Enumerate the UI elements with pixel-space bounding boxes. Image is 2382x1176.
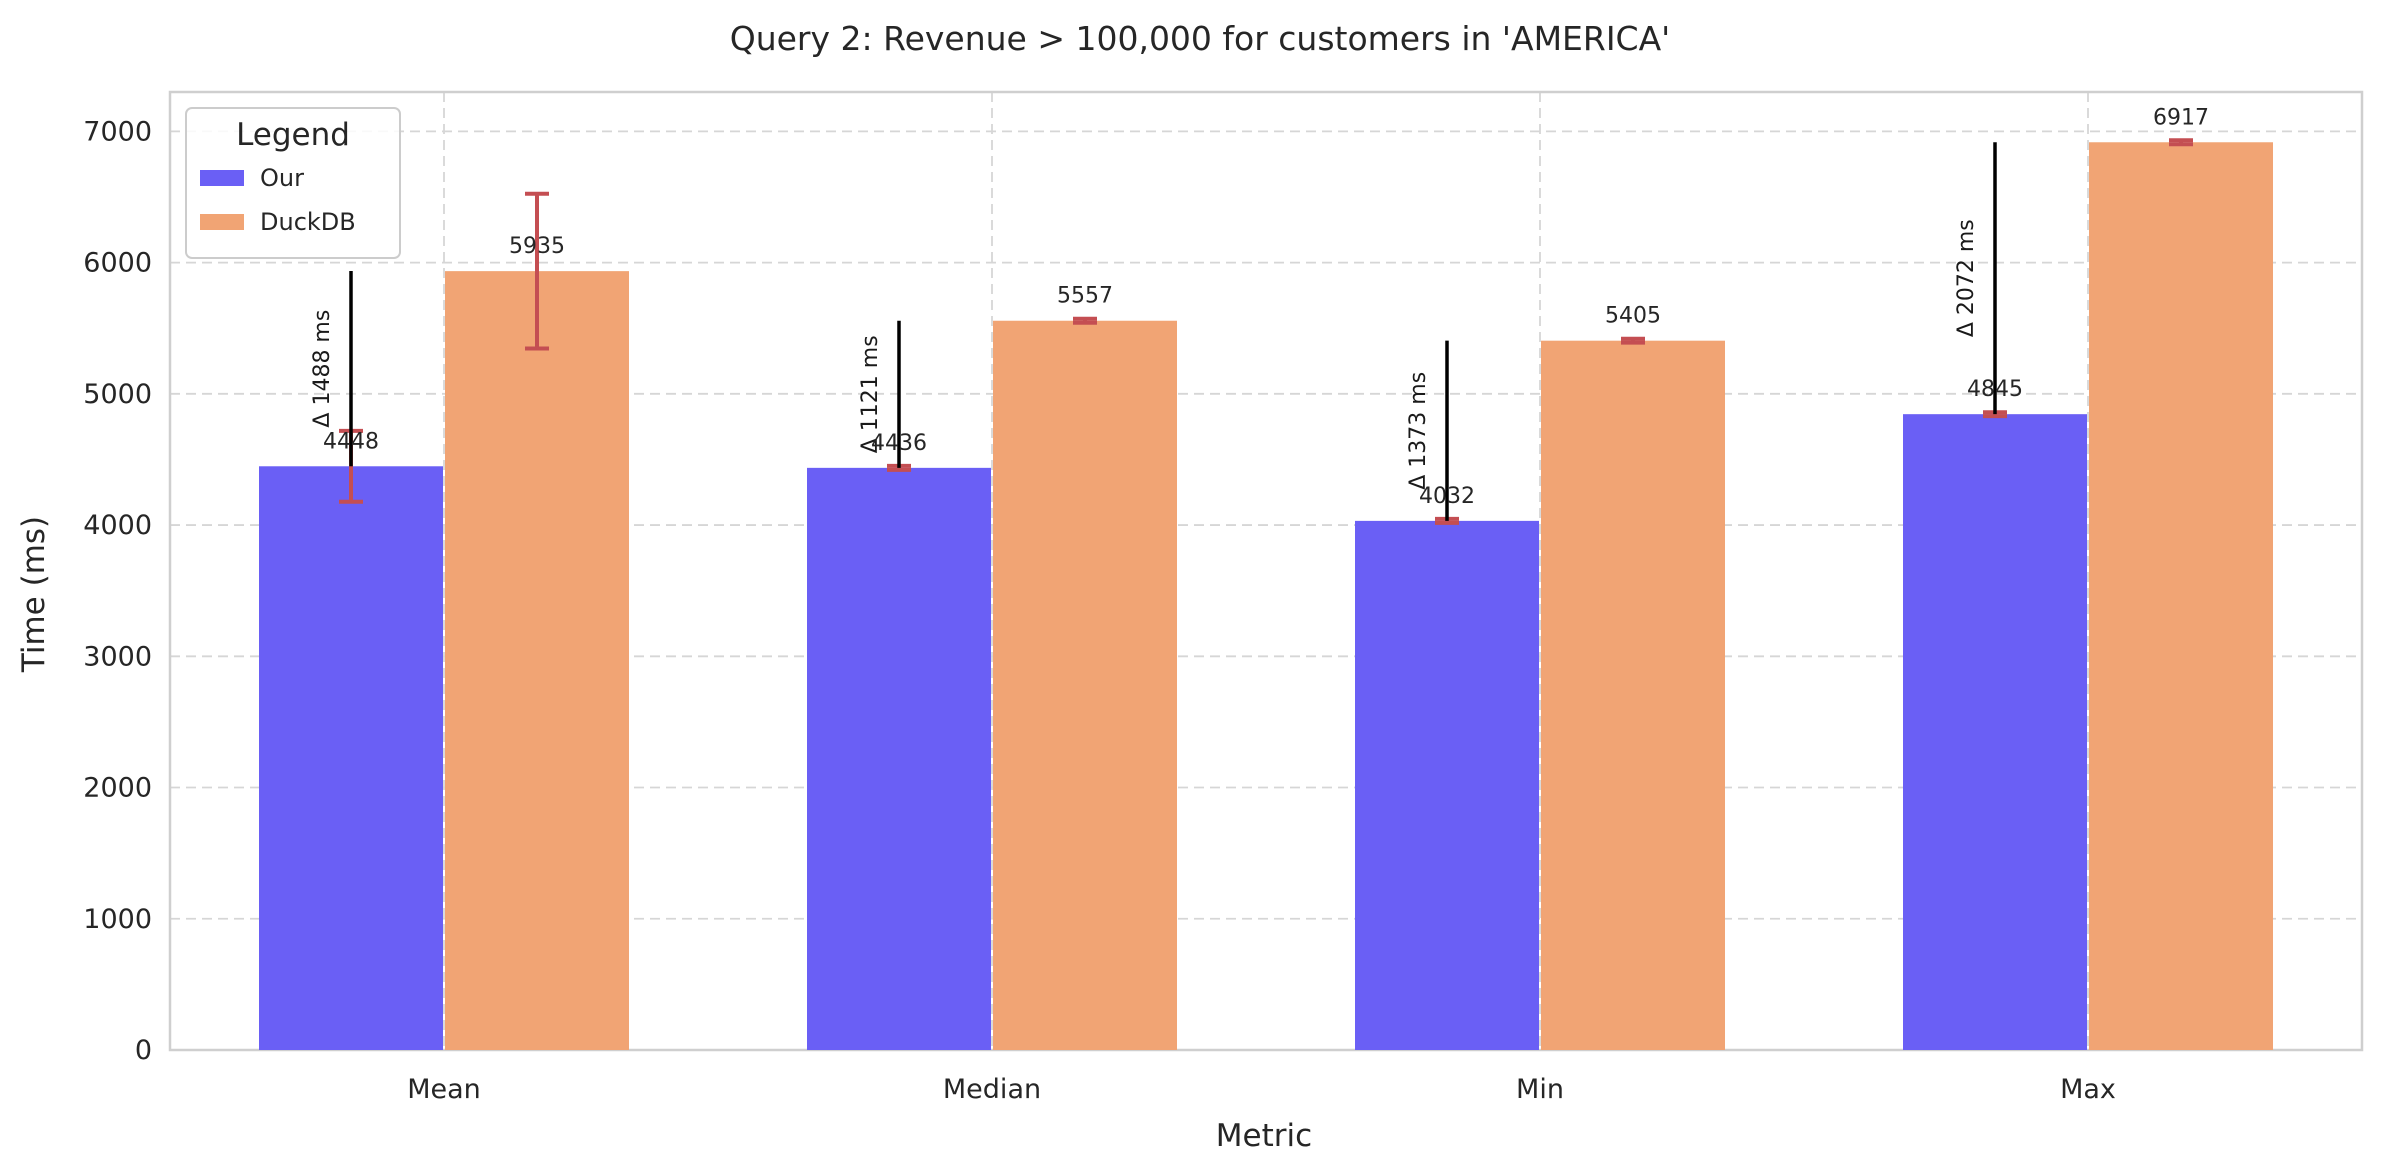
data-label: 6917 <box>2153 105 2209 130</box>
y-tick-label: 5000 <box>83 379 152 410</box>
data-label: 4845 <box>1967 377 2023 402</box>
x-tick-label: Max <box>2060 1074 2116 1105</box>
error-bar <box>525 191 549 351</box>
error-bar <box>1621 336 1645 345</box>
error-bar <box>1073 316 1097 325</box>
chart-title: Query 2: Revenue > 100,000 for customers… <box>730 19 1671 58</box>
y-tick-label: 2000 <box>83 773 152 804</box>
data-label: 4436 <box>871 431 927 456</box>
bar-our-median <box>807 467 991 1050</box>
y-tick-label: 7000 <box>83 116 152 147</box>
data-label: 5405 <box>1605 304 1661 329</box>
delta-label: Δ 1121 ms <box>858 335 883 453</box>
delta-label: Δ 1373 ms <box>1406 372 1431 490</box>
delta-label: Δ 2072 ms <box>1954 219 1979 337</box>
x-axis-ticks: Mean Median Min Max <box>407 1074 2116 1105</box>
plot-frame <box>168 90 2364 1052</box>
bar-our-mean <box>259 466 443 1051</box>
legend-swatch <box>200 214 244 230</box>
legend: Legend Our DuckDB <box>185 107 401 259</box>
plot-border <box>168 90 2364 1052</box>
data-label: 4448 <box>323 429 379 454</box>
x-tick-label: Median <box>943 1074 1041 1105</box>
data-label: 5935 <box>509 234 565 259</box>
y-tick-label: 1000 <box>83 904 152 935</box>
x-tick-label: Min <box>1516 1074 1564 1105</box>
delta-label: Δ 1488 ms <box>310 310 335 428</box>
value-labels: 4448 4436 4032 4845 5935 5557 5405 6917 <box>323 105 2209 509</box>
legend-entry: DuckDB <box>260 208 356 236</box>
bar-duckdb-median <box>993 320 1177 1050</box>
delta-annotations: Δ 1488 ms Δ 1121 ms Δ 1373 ms Δ 2072 ms <box>310 142 1997 521</box>
bar-our-min <box>1355 520 1539 1050</box>
bar-duckdb-min <box>1541 340 1725 1051</box>
y-tick-label: 3000 <box>83 641 152 672</box>
x-axis-label: Metric <box>1216 1118 1312 1154</box>
bar-our-max <box>1903 414 2087 1050</box>
y-axis-ticks: 0 1000 2000 3000 4000 5000 6000 7000 <box>83 116 152 1066</box>
error-bar <box>2169 138 2193 147</box>
data-label: 5557 <box>1057 284 1113 309</box>
legend-entry: Our <box>260 164 304 192</box>
data-label: 4032 <box>1419 484 1475 509</box>
y-tick-label: 4000 <box>83 510 152 541</box>
error-bars <box>339 138 2193 525</box>
y-axis-label: Time (ms) <box>16 516 52 673</box>
bar-duckdb-mean <box>445 271 629 1050</box>
y-tick-label: 0 <box>135 1035 152 1066</box>
legend-swatch <box>200 170 244 186</box>
bars <box>259 142 2273 1051</box>
x-tick-label: Mean <box>407 1074 481 1105</box>
y-tick-label: 6000 <box>83 248 152 279</box>
bar-duckdb-max <box>2089 142 2273 1050</box>
legend-title: Legend <box>236 117 350 153</box>
